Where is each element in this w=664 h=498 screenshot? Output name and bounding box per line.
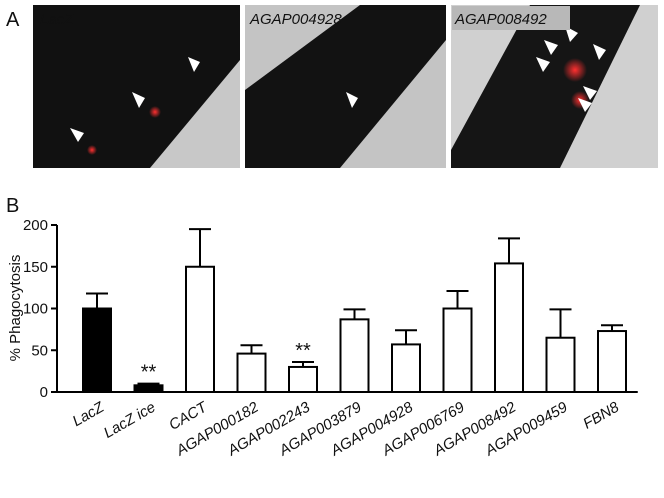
arrowhead [70, 128, 84, 142]
bar [339, 318, 370, 394]
bar [133, 384, 164, 394]
arrowhead [593, 44, 606, 60]
y-tick-label: 200 [23, 217, 48, 234]
y-axis-label: % Phagocytosis [7, 255, 24, 362]
x-tick-label: LacZ ice [101, 399, 159, 442]
y-tick-label: 150 [23, 259, 48, 276]
x-tick-label: FBN8 [580, 398, 622, 432]
bar [185, 265, 215, 393]
significance-label: ** [141, 362, 157, 384]
signal [563, 58, 587, 82]
leg-shadow [245, 5, 446, 168]
y-tick-label: 0 [40, 384, 48, 401]
bar [82, 307, 112, 393]
leg-shadow [33, 5, 240, 168]
micrograph [245, 5, 446, 168]
signal [87, 145, 97, 155]
bar [288, 365, 318, 394]
image-label: AGAP008492 [454, 11, 547, 28]
bar [545, 336, 576, 394]
micrograph [33, 5, 240, 168]
label-background [452, 6, 570, 30]
micrograph [451, 5, 658, 168]
bar [494, 262, 524, 393]
bar [391, 343, 421, 393]
arrowhead [536, 57, 550, 72]
signal [149, 106, 161, 118]
arrowhead [132, 92, 145, 108]
y-tick-label: 100 [23, 301, 48, 318]
bar [236, 352, 267, 393]
arrowhead [346, 92, 358, 108]
arrowhead [578, 98, 592, 112]
panel-label: B [6, 195, 19, 217]
y-tick-label: 50 [31, 342, 48, 359]
arrowhead [583, 86, 597, 100]
bar [442, 307, 473, 393]
significance-label: ** [295, 340, 311, 362]
arrowhead [188, 57, 200, 72]
image-label: LacZ [40, 11, 74, 28]
panel-label: A [6, 9, 20, 31]
bar [597, 330, 627, 394]
arrowhead [544, 40, 558, 55]
image-label: AGAP004928 [249, 11, 342, 28]
leg-shadow [451, 5, 640, 168]
